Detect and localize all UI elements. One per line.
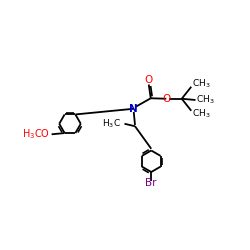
Text: O: O bbox=[162, 94, 170, 104]
Text: H$_3$C: H$_3$C bbox=[102, 118, 121, 130]
Text: CH$_3$: CH$_3$ bbox=[192, 108, 210, 120]
Text: Br: Br bbox=[146, 178, 157, 188]
Text: O: O bbox=[144, 75, 153, 85]
Text: CH$_3$: CH$_3$ bbox=[196, 94, 215, 106]
Text: CH$_3$: CH$_3$ bbox=[192, 78, 210, 90]
Text: N: N bbox=[130, 104, 138, 114]
Text: H$_3$CO: H$_3$CO bbox=[22, 128, 50, 141]
